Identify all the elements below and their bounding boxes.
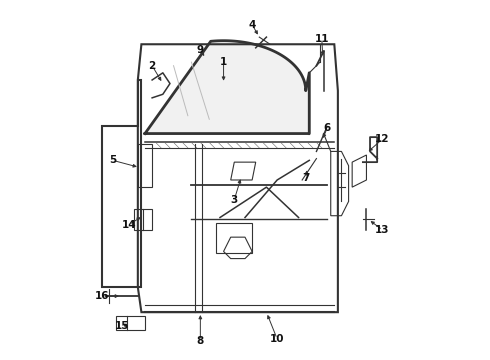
Text: 7: 7 [302,173,309,183]
Text: 1: 1 [220,57,227,67]
Text: 16: 16 [95,291,109,301]
Text: 2: 2 [148,61,156,71]
Text: 8: 8 [196,336,204,346]
Text: 15: 15 [115,321,129,332]
Text: 5: 5 [109,156,117,165]
Text: 10: 10 [270,334,284,344]
Text: 3: 3 [231,195,238,204]
Text: 11: 11 [315,34,329,44]
Text: 4: 4 [248,19,256,30]
Text: 12: 12 [375,134,390,144]
Text: 6: 6 [323,123,331,133]
Text: 9: 9 [197,45,204,55]
Text: 13: 13 [375,225,390,235]
Polygon shape [145,41,309,134]
Text: 14: 14 [122,220,136,230]
